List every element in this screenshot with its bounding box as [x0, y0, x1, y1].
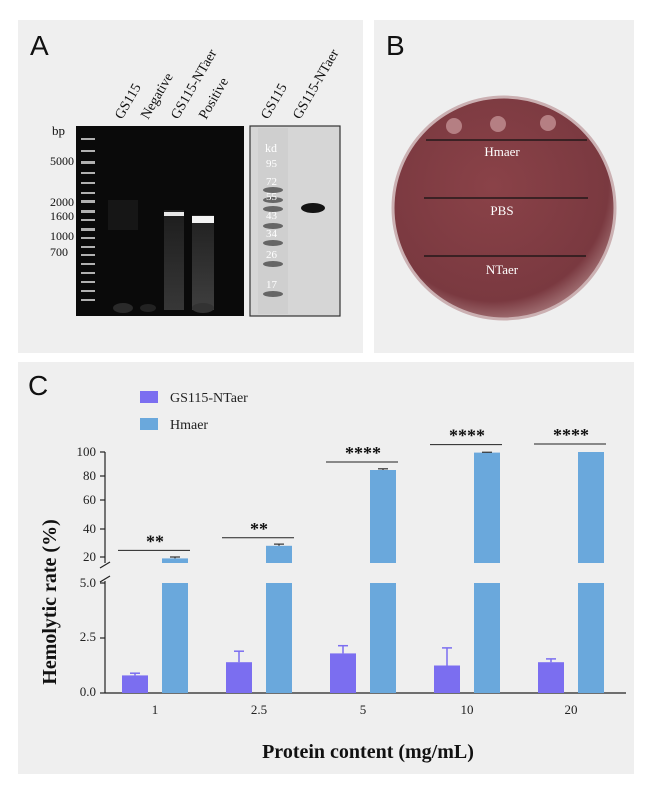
y-tick-label: 20: [83, 549, 96, 564]
legend-swatch-gs115-ntaer: [140, 391, 158, 403]
hemolysis-zone: [490, 116, 506, 132]
kd-marker: 43: [266, 210, 278, 222]
kd-marker: 17: [266, 279, 278, 291]
panel-b-letter: B: [386, 30, 405, 61]
kd-marker: 55: [266, 191, 278, 203]
bar-hmaer-upper: [266, 545, 292, 563]
panel-b: B Hmaer PBS NTaer: [374, 20, 634, 353]
panel-a-letter: A: [30, 30, 49, 61]
bar-hmaer-lower: [162, 583, 188, 693]
kd-marker: 34: [266, 228, 278, 240]
panel-a: A GS115 Negative GS115-NTaer Positive GS…: [18, 20, 363, 353]
plate-label-ntaer: NTaer: [486, 262, 519, 277]
significance-label: ****: [345, 443, 381, 463]
kd-marker: 26: [266, 249, 278, 261]
bar-gs115-ntaer: [538, 662, 564, 693]
bar-hmaer-lower: [474, 583, 500, 693]
hemolysis-zone: [540, 115, 556, 131]
hemolysis-zone: [446, 118, 462, 134]
x-tick-label: 10: [461, 702, 474, 717]
bar-hmaer-lower: [370, 583, 396, 693]
kd-marker: 95: [266, 158, 278, 170]
significance-label: **: [250, 519, 268, 539]
bar-hmaer-upper: [162, 558, 188, 563]
kd-marker: 72: [266, 176, 277, 188]
x-axis-title: Protein content (mg/mL): [262, 741, 474, 763]
y-tick-label: 80: [83, 468, 96, 483]
y-axis-title: Hemolytic rate (%): [39, 519, 61, 684]
kd-label: kd: [265, 141, 277, 155]
panel-c-letter: C: [28, 370, 49, 401]
axis-break-mark: [99, 561, 111, 569]
bar-gs115-ntaer: [226, 662, 252, 693]
bp-label: bp: [52, 123, 65, 138]
western-blot-image: [249, 125, 341, 317]
significance-label: ****: [449, 426, 485, 446]
x-tick-label: 20: [565, 702, 578, 717]
bar-gs115-ntaer: [330, 653, 356, 693]
bar-hmaer-lower: [266, 583, 292, 693]
plate-label-pbs: PBS: [490, 203, 513, 218]
bp-marker: 2000: [50, 195, 74, 209]
bar-gs115-ntaer: [434, 665, 460, 693]
significance-label: **: [146, 531, 164, 551]
bar-gs115-ntaer: [122, 675, 148, 693]
y-tick-label: 100: [77, 444, 97, 459]
y-tick-label: 40: [83, 521, 96, 536]
y-ticks: [100, 451, 105, 694]
y-tick-label: 0.0: [80, 684, 96, 699]
chart-marks: ************ ****: [118, 425, 606, 693]
bar-hmaer-upper: [578, 452, 604, 563]
panel-c: C GS115-NTaer Hmaer Hemolytic rate (%) P…: [18, 362, 634, 774]
bar-hmaer-upper: [474, 452, 500, 563]
hemolytic-rate-chart: GS115-NTaer Hmaer Hemolytic rate (%) Pro…: [39, 391, 626, 763]
y-tick-label: 60: [83, 492, 96, 507]
bar-hmaer-upper: [370, 470, 396, 563]
blot-lane-label: GS115-NTaer: [290, 47, 342, 122]
legend-label-hmaer: Hmaer: [170, 418, 208, 433]
x-tick-label: 2.5: [251, 702, 267, 717]
x-tick-label: 1: [152, 702, 159, 717]
legend-label-gs115-ntaer: GS115-NTaer: [170, 391, 248, 406]
plate-dish: [391, 95, 617, 321]
bp-marker: 1000: [50, 229, 74, 243]
panel-a-figure: GS115 Negative GS115-NTaer Positive GS11…: [50, 47, 343, 317]
bp-marker: 1600: [50, 209, 74, 223]
blood-agar-plate: Hmaer PBS NTaer: [391, 95, 617, 321]
axis-break-mark: [99, 575, 111, 583]
plate-label-hmaer: Hmaer: [484, 144, 520, 159]
x-tick-label: 5: [360, 702, 367, 717]
y-tick-label: 2.5: [80, 629, 96, 644]
significance-label: ****: [553, 425, 589, 445]
bar-hmaer-lower: [578, 583, 604, 693]
legend-swatch-hmaer: [140, 418, 158, 430]
bp-marker: 700: [50, 245, 68, 259]
blot-lane-label: GS115: [258, 81, 290, 122]
y-tick-label: 5.0: [80, 575, 96, 590]
dna-gel-image: [76, 126, 244, 316]
bp-marker: 5000: [50, 154, 74, 168]
